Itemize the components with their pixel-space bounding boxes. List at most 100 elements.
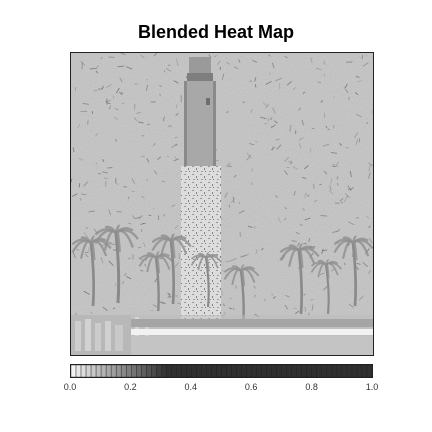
colorbar-tick-label: 0.4	[184, 382, 198, 392]
noise-mark	[255, 248, 258, 255]
noise-mark	[366, 215, 370, 219]
noise-mark	[127, 196, 130, 200]
colorbar-tick-label: 0.2	[124, 382, 137, 392]
noise-mark	[298, 143, 302, 149]
noise-mark	[161, 180, 166, 183]
noise-mark	[163, 214, 166, 217]
noise-mark	[221, 73, 225, 80]
noise-mark	[323, 285, 329, 291]
noise-mark	[121, 102, 125, 105]
colorbar-segment	[356, 365, 363, 377]
noise-mark	[158, 93, 162, 97]
noise-mark	[295, 310, 300, 315]
noise-mark	[302, 91, 306, 94]
noise-mark	[95, 65, 99, 70]
noise-mark	[109, 243, 116, 245]
noise-mark	[95, 70, 99, 74]
noise-mark	[213, 55, 217, 58]
noise-mark	[72, 147, 75, 153]
noise-mark	[345, 146, 350, 149]
noise-mark	[165, 67, 171, 72]
noise-mark	[299, 223, 303, 227]
lighthouse-tower	[181, 57, 221, 326]
colorbar-segment	[191, 365, 197, 377]
noise-mark	[100, 256, 104, 264]
colorbar-segment	[171, 365, 177, 377]
noise-mark	[138, 121, 144, 124]
noise-mark	[283, 217, 287, 221]
noise-mark	[167, 296, 172, 298]
colorbar-segment	[80, 365, 87, 377]
noise-mark	[260, 116, 267, 120]
noise-mark	[368, 162, 373, 167]
palm-tree	[94, 224, 139, 304]
noise-mark	[121, 280, 125, 285]
palm-tree	[71, 235, 112, 307]
noise-mark	[254, 77, 257, 82]
noise-mark	[348, 221, 355, 226]
noise-mark	[163, 70, 166, 73]
noise-mark	[123, 186, 127, 188]
noise-mark	[252, 59, 258, 63]
noise-mark	[311, 304, 314, 311]
noise-mark	[284, 56, 288, 59]
noise-mark	[356, 113, 362, 118]
noise-mark	[292, 166, 298, 170]
noise-mark	[88, 210, 95, 213]
colorbar-segment	[115, 365, 122, 377]
noise-mark	[302, 208, 305, 211]
noise-mark	[112, 95, 115, 99]
noise-mark	[175, 112, 179, 116]
colorbar-segment	[326, 365, 333, 377]
noise-mark	[82, 103, 89, 105]
noise-mark	[171, 143, 178, 149]
noise-mark	[230, 197, 236, 204]
colorbar-segment	[286, 365, 292, 377]
noise-mark	[228, 307, 233, 310]
colorbar-segment	[306, 365, 312, 377]
colorbar-segment	[201, 365, 207, 377]
noise-mark	[167, 292, 170, 296]
noise-mark	[246, 154, 252, 161]
colorbar-segment	[346, 365, 353, 377]
noise-mark	[362, 261, 368, 267]
noise-mark	[224, 192, 228, 199]
noise-mark	[138, 215, 143, 219]
noise-mark	[368, 269, 371, 275]
noise-mark	[255, 141, 258, 143]
noise-mark	[100, 56, 103, 60]
noise-mark	[233, 66, 239, 70]
noise-mark	[249, 80, 252, 83]
noise-mark	[84, 253, 89, 258]
colorbar-segment	[95, 365, 102, 377]
noise-mark	[309, 147, 312, 153]
noise-mark	[174, 225, 179, 230]
noise-mark	[320, 272, 325, 276]
noise-mark	[85, 226, 89, 230]
noise-mark	[291, 240, 297, 242]
noise-mark	[119, 77, 123, 83]
noise-mark	[307, 194, 310, 197]
noise-mark	[152, 304, 157, 308]
noise-mark	[80, 60, 86, 66]
noise-mark	[323, 170, 328, 175]
noise-mark	[292, 87, 296, 91]
noise-mark	[284, 304, 288, 310]
colorbar-segment	[85, 365, 92, 377]
noise-mark	[284, 206, 287, 210]
noise-mark	[357, 80, 362, 83]
colorbar-segment	[156, 365, 162, 377]
noise-mark	[128, 222, 132, 225]
noise-mark	[251, 168, 253, 173]
noise-mark	[339, 197, 344, 202]
noise-mark	[141, 229, 143, 232]
noise-mark	[75, 248, 80, 251]
noise-mark	[107, 167, 113, 169]
noise-mark	[262, 101, 269, 108]
noise-mark	[367, 172, 371, 179]
noise-mark	[368, 225, 371, 229]
palm-tree	[279, 243, 320, 315]
colorbar-segment	[301, 365, 307, 377]
noise-mark	[284, 156, 290, 162]
noise-mark	[315, 67, 322, 71]
